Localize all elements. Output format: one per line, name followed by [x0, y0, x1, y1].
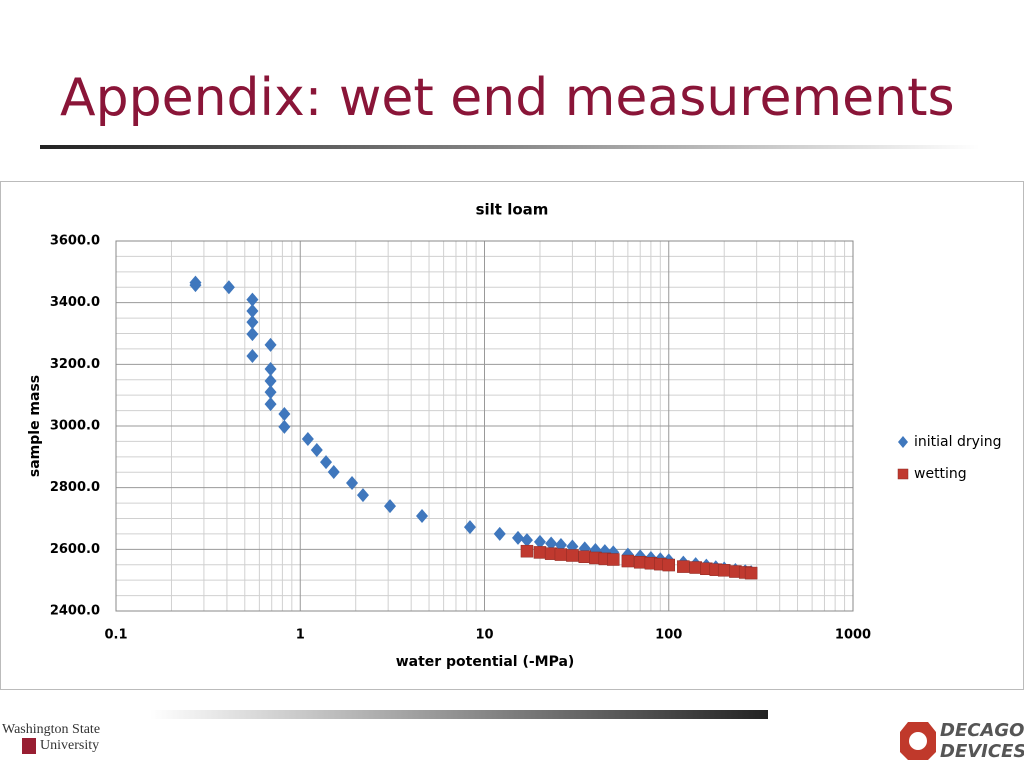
point — [320, 455, 333, 470]
point — [384, 499, 397, 514]
point — [493, 526, 506, 541]
point — [533, 534, 546, 549]
x-axis-label: water potential (-MPa) — [396, 654, 575, 670]
point — [607, 553, 620, 566]
logo-text: DECAGON — [940, 720, 1024, 741]
point — [744, 566, 758, 580]
point — [310, 443, 323, 458]
point — [416, 509, 429, 524]
legend-marker — [898, 436, 908, 448]
point — [545, 536, 558, 551]
wsu-logo: Washington State University — [2, 722, 100, 754]
x-tick-label: 1000 — [835, 628, 871, 643]
plot-area: 2400.0 2600.0 2800.0 3000.0 3200.0 3400.0 3600… — [50, 234, 1002, 643]
x-tick-label: 1 — [296, 628, 305, 643]
point — [264, 397, 277, 412]
point — [520, 533, 533, 548]
point — [346, 476, 359, 491]
logo-text: DEVICES — [940, 741, 1024, 762]
y-axis-label: sample mass — [27, 375, 43, 477]
point — [246, 327, 259, 342]
x-tick-label: 0.1 — [104, 628, 127, 643]
legend-label: initial drying — [914, 434, 1002, 450]
point — [677, 560, 690, 573]
point — [662, 558, 675, 572]
logo-text: University — [40, 738, 99, 753]
logo-shield — [22, 738, 36, 754]
point — [717, 564, 731, 577]
slide-title: Appendix: wet end measurements — [60, 68, 955, 128]
point — [633, 556, 647, 569]
point — [246, 315, 259, 330]
point — [566, 549, 579, 562]
point — [301, 431, 314, 446]
legend-label: wetting — [914, 466, 967, 482]
point — [246, 303, 259, 318]
y-tick-label: 3000.0 — [50, 419, 100, 434]
point — [264, 373, 277, 388]
point — [264, 385, 277, 400]
point — [533, 546, 547, 559]
footer-bar — [150, 710, 768, 719]
point — [264, 337, 277, 352]
y-tick-label: 2600.0 — [50, 542, 100, 557]
point — [554, 548, 568, 561]
x-tick-label: 100 — [655, 628, 682, 643]
y-tick-label: 2400.0 — [50, 604, 100, 619]
point — [278, 419, 291, 434]
point — [278, 406, 291, 421]
point — [246, 292, 259, 307]
logo-mark — [909, 732, 927, 750]
point — [621, 554, 635, 568]
point — [222, 280, 235, 295]
y-tick-label: 3600.0 — [50, 234, 100, 249]
chart-title: silt loam — [476, 201, 549, 219]
point — [512, 530, 525, 545]
x-tick-label: 10 — [475, 628, 493, 643]
legend-marker — [897, 468, 909, 480]
point — [189, 278, 202, 293]
plot-border — [115, 240, 854, 612]
y-tick-label: 3400.0 — [50, 295, 100, 310]
point — [356, 488, 369, 503]
point — [246, 349, 259, 364]
logo-text: Washington State — [2, 722, 100, 737]
point — [264, 361, 277, 376]
decagon-logo: DECAGON DEVICES — [900, 720, 1024, 762]
point — [689, 561, 702, 574]
chart-frame — [0, 181, 1024, 690]
y-tick-label: 3200.0 — [50, 357, 100, 372]
point — [520, 544, 534, 558]
point — [463, 520, 476, 535]
point — [327, 464, 340, 479]
point — [578, 550, 591, 563]
y-tick-label: 2800.0 — [50, 480, 100, 495]
title-rule — [40, 145, 980, 149]
